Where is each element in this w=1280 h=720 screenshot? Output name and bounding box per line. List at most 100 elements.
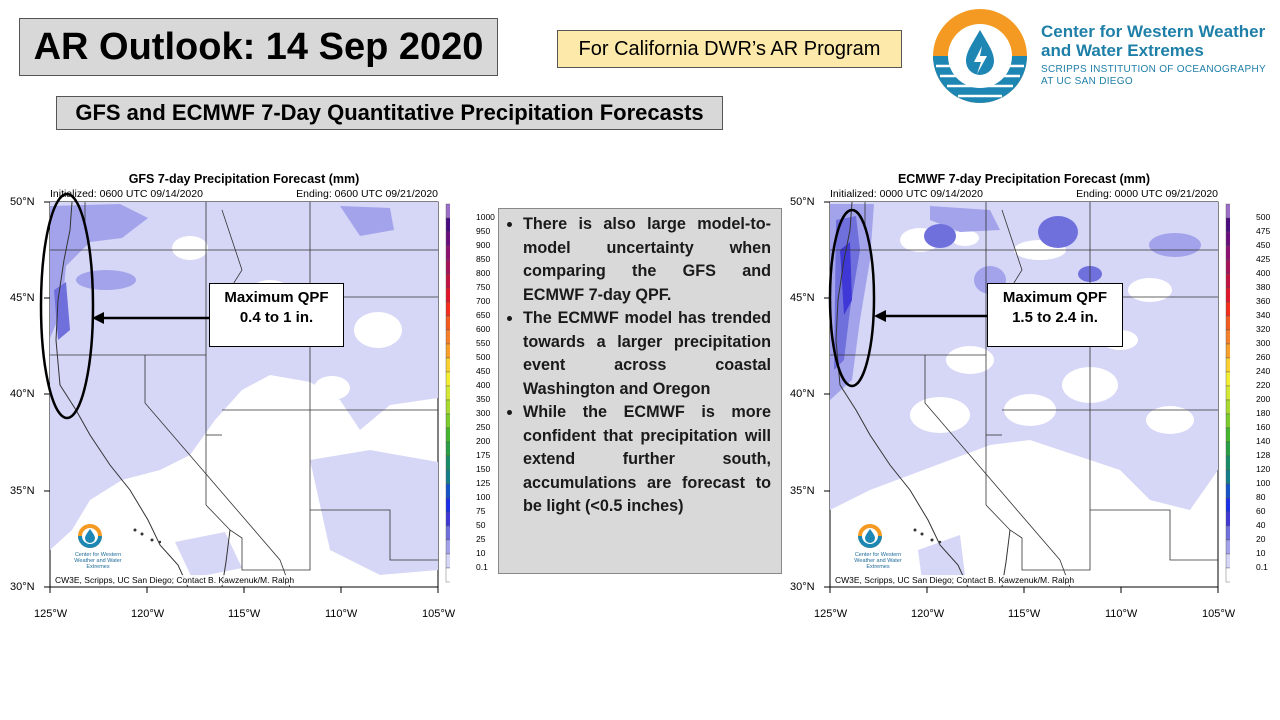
- lat-label: 35°N: [10, 485, 35, 497]
- map-end-time: Ending: 0600 UTC 09/21/2020: [296, 188, 438, 200]
- lat-label: 45°N: [10, 292, 35, 304]
- colorbar-tick-label: 600: [476, 324, 491, 334]
- colorbar-tick-label: 10: [476, 548, 486, 558]
- org-logo: Center for Western Weather and Water Ext…: [930, 6, 1275, 106]
- colorbar-swatch: [1225, 567, 1230, 583]
- colorbar-tick-label: 950: [476, 226, 491, 236]
- colorbar-tick-label: 400: [476, 380, 491, 390]
- colorbar-swatch: [445, 567, 450, 583]
- map-credit: CW3E, Scripps, UC San Diego; Contact B. …: [53, 575, 297, 585]
- colorbar-swatch: [445, 371, 450, 387]
- lon-label: 120°W: [911, 608, 945, 620]
- colorbar-tick-label: 500: [1256, 212, 1271, 222]
- colorbar-tick-label: 200: [476, 436, 491, 446]
- colorbar-swatch: [1225, 483, 1230, 499]
- colorbar-tick-label: 120: [1256, 464, 1271, 474]
- colorbar-tick-label: 750: [476, 282, 491, 292]
- colorbar-swatch: [445, 483, 450, 499]
- colorbar-swatch: [445, 525, 450, 541]
- precip-light-region: [830, 202, 1218, 580]
- lon-label: 105°W: [422, 608, 456, 620]
- colorbar-tick-label: 25: [476, 534, 486, 544]
- colorbar-swatch: [445, 217, 450, 233]
- colorbar-swatch: [1225, 497, 1230, 513]
- colorbar-tick-label: 360: [1256, 296, 1271, 306]
- colorbar-swatch: [1225, 441, 1230, 457]
- colorbar-swatch: [1225, 399, 1230, 415]
- lat-label: 45°N: [790, 292, 815, 304]
- colorbar-tick-label: 800: [476, 268, 491, 278]
- colorbar-tick-label: 128: [1256, 450, 1271, 460]
- colorbar-swatch: [1225, 511, 1230, 527]
- colorbar-tick-label: 60: [1256, 506, 1266, 516]
- colorbar-swatch: [1225, 301, 1230, 317]
- mini-logo-text: Center for Western Weather and Water Ext…: [74, 552, 122, 570]
- colorbar-tick-label: 300: [1256, 338, 1271, 348]
- map-end-time: Ending: 0000 UTC 09/21/2020: [1076, 188, 1218, 200]
- colorbar-tick-label: 40: [1256, 520, 1266, 530]
- lon-label: 125°W: [814, 608, 848, 620]
- map-title: ECMWF 7-day Precipitation Forecast (mm): [897, 172, 1151, 186]
- colorbar-tick-label: 250: [476, 422, 491, 432]
- colorbar-tick-label: 450: [476, 366, 491, 376]
- precip-max-region: [840, 242, 852, 315]
- colorbar-tick-label: 650: [476, 310, 491, 320]
- discussion-box: There is also large model-to-model uncer…: [498, 208, 782, 574]
- colorbar-swatch: [1225, 245, 1230, 261]
- ecmwf-map-panel: ECMWF 7-day Precipitation Forecast (mm) …: [790, 170, 1270, 620]
- max-qpf-callout: Maximum QPF 1.5 to 2.4 in.: [987, 283, 1123, 347]
- colorbar-tick-label: 350: [476, 394, 491, 404]
- colorbar-tick-label: 100: [1256, 478, 1271, 488]
- colorbar-tick-label: 320: [1256, 324, 1271, 334]
- colorbar-tick-label: 10: [1256, 548, 1266, 558]
- colorbar-swatch: [445, 203, 450, 219]
- colorbar-swatch: [445, 553, 450, 569]
- map-title: GFS 7-day Precipitation Forecast (mm): [128, 172, 360, 186]
- colorbar-swatch: [1225, 343, 1230, 359]
- colorbar-tick-label: 260: [1256, 352, 1271, 362]
- colorbar-swatch: [1225, 315, 1230, 331]
- colorbar-swatch: [1225, 525, 1230, 541]
- colorbar-tick-label: 75: [476, 506, 486, 516]
- mini-logo-text: Center for Western Weather and Water Ext…: [854, 552, 902, 570]
- colorbar-swatch: [1225, 539, 1230, 555]
- colorbar-tick-label: 400: [1256, 268, 1271, 278]
- colorbar-tick-label: 140: [1256, 436, 1271, 446]
- islands: [913, 528, 942, 544]
- colorbar-tick-label: 550: [476, 338, 491, 348]
- page-subtitle: GFS and ECMWF 7-Day Quantitative Precipi…: [56, 96, 723, 130]
- map-credit: CW3E, Scripps, UC San Diego; Contact B. …: [833, 575, 1077, 585]
- colorbar-swatch: [1225, 553, 1230, 569]
- colorbar-tick-label: 240: [1256, 366, 1271, 376]
- colorbar-swatch: [445, 455, 450, 471]
- cw3e-mini-logo-icon: [832, 520, 910, 572]
- colorbar-tick-label: 20: [1256, 534, 1266, 544]
- colorbar-tick-label: 300: [476, 408, 491, 418]
- colorbar-swatch: [445, 399, 450, 415]
- colorbar-swatch: [445, 287, 450, 303]
- colorbar-swatch: [1225, 259, 1230, 275]
- colorbar-swatch: [1225, 217, 1230, 233]
- colorbar-swatch: [445, 329, 450, 345]
- colorbar-tick-label: 175: [476, 450, 491, 460]
- colorbar-tick-label: 450: [1256, 240, 1271, 250]
- colorbar-swatch: [445, 441, 450, 457]
- colorbar-swatch: [1225, 273, 1230, 289]
- axis-ticks: [824, 201, 1219, 593]
- colorbar-tick-label: 1000: [476, 212, 495, 222]
- colorbar-swatch: [445, 301, 450, 317]
- lat-label: 40°N: [10, 388, 35, 400]
- colorbar: [1225, 203, 1230, 583]
- callout-arrow-head: [874, 310, 886, 322]
- lon-label: 110°W: [1105, 608, 1138, 620]
- lon-label: 105°W: [1202, 608, 1236, 620]
- colorbar-swatch: [1225, 287, 1230, 303]
- colorbar-swatch: [1225, 385, 1230, 401]
- colorbar-tick-label: 150: [476, 464, 491, 474]
- callout-arrow-head: [92, 312, 104, 324]
- colorbar-tick-label: 80: [1256, 492, 1266, 502]
- org-affiliation: SCRIPPS INSTITUTION OF OCEANOGRAPHY AT U…: [1041, 64, 1266, 87]
- colorbar-tick-label: 160: [1256, 422, 1271, 432]
- bullet-item: The ECMWF model has trended towards a la…: [523, 307, 771, 401]
- precip-heavy-region: [54, 282, 70, 340]
